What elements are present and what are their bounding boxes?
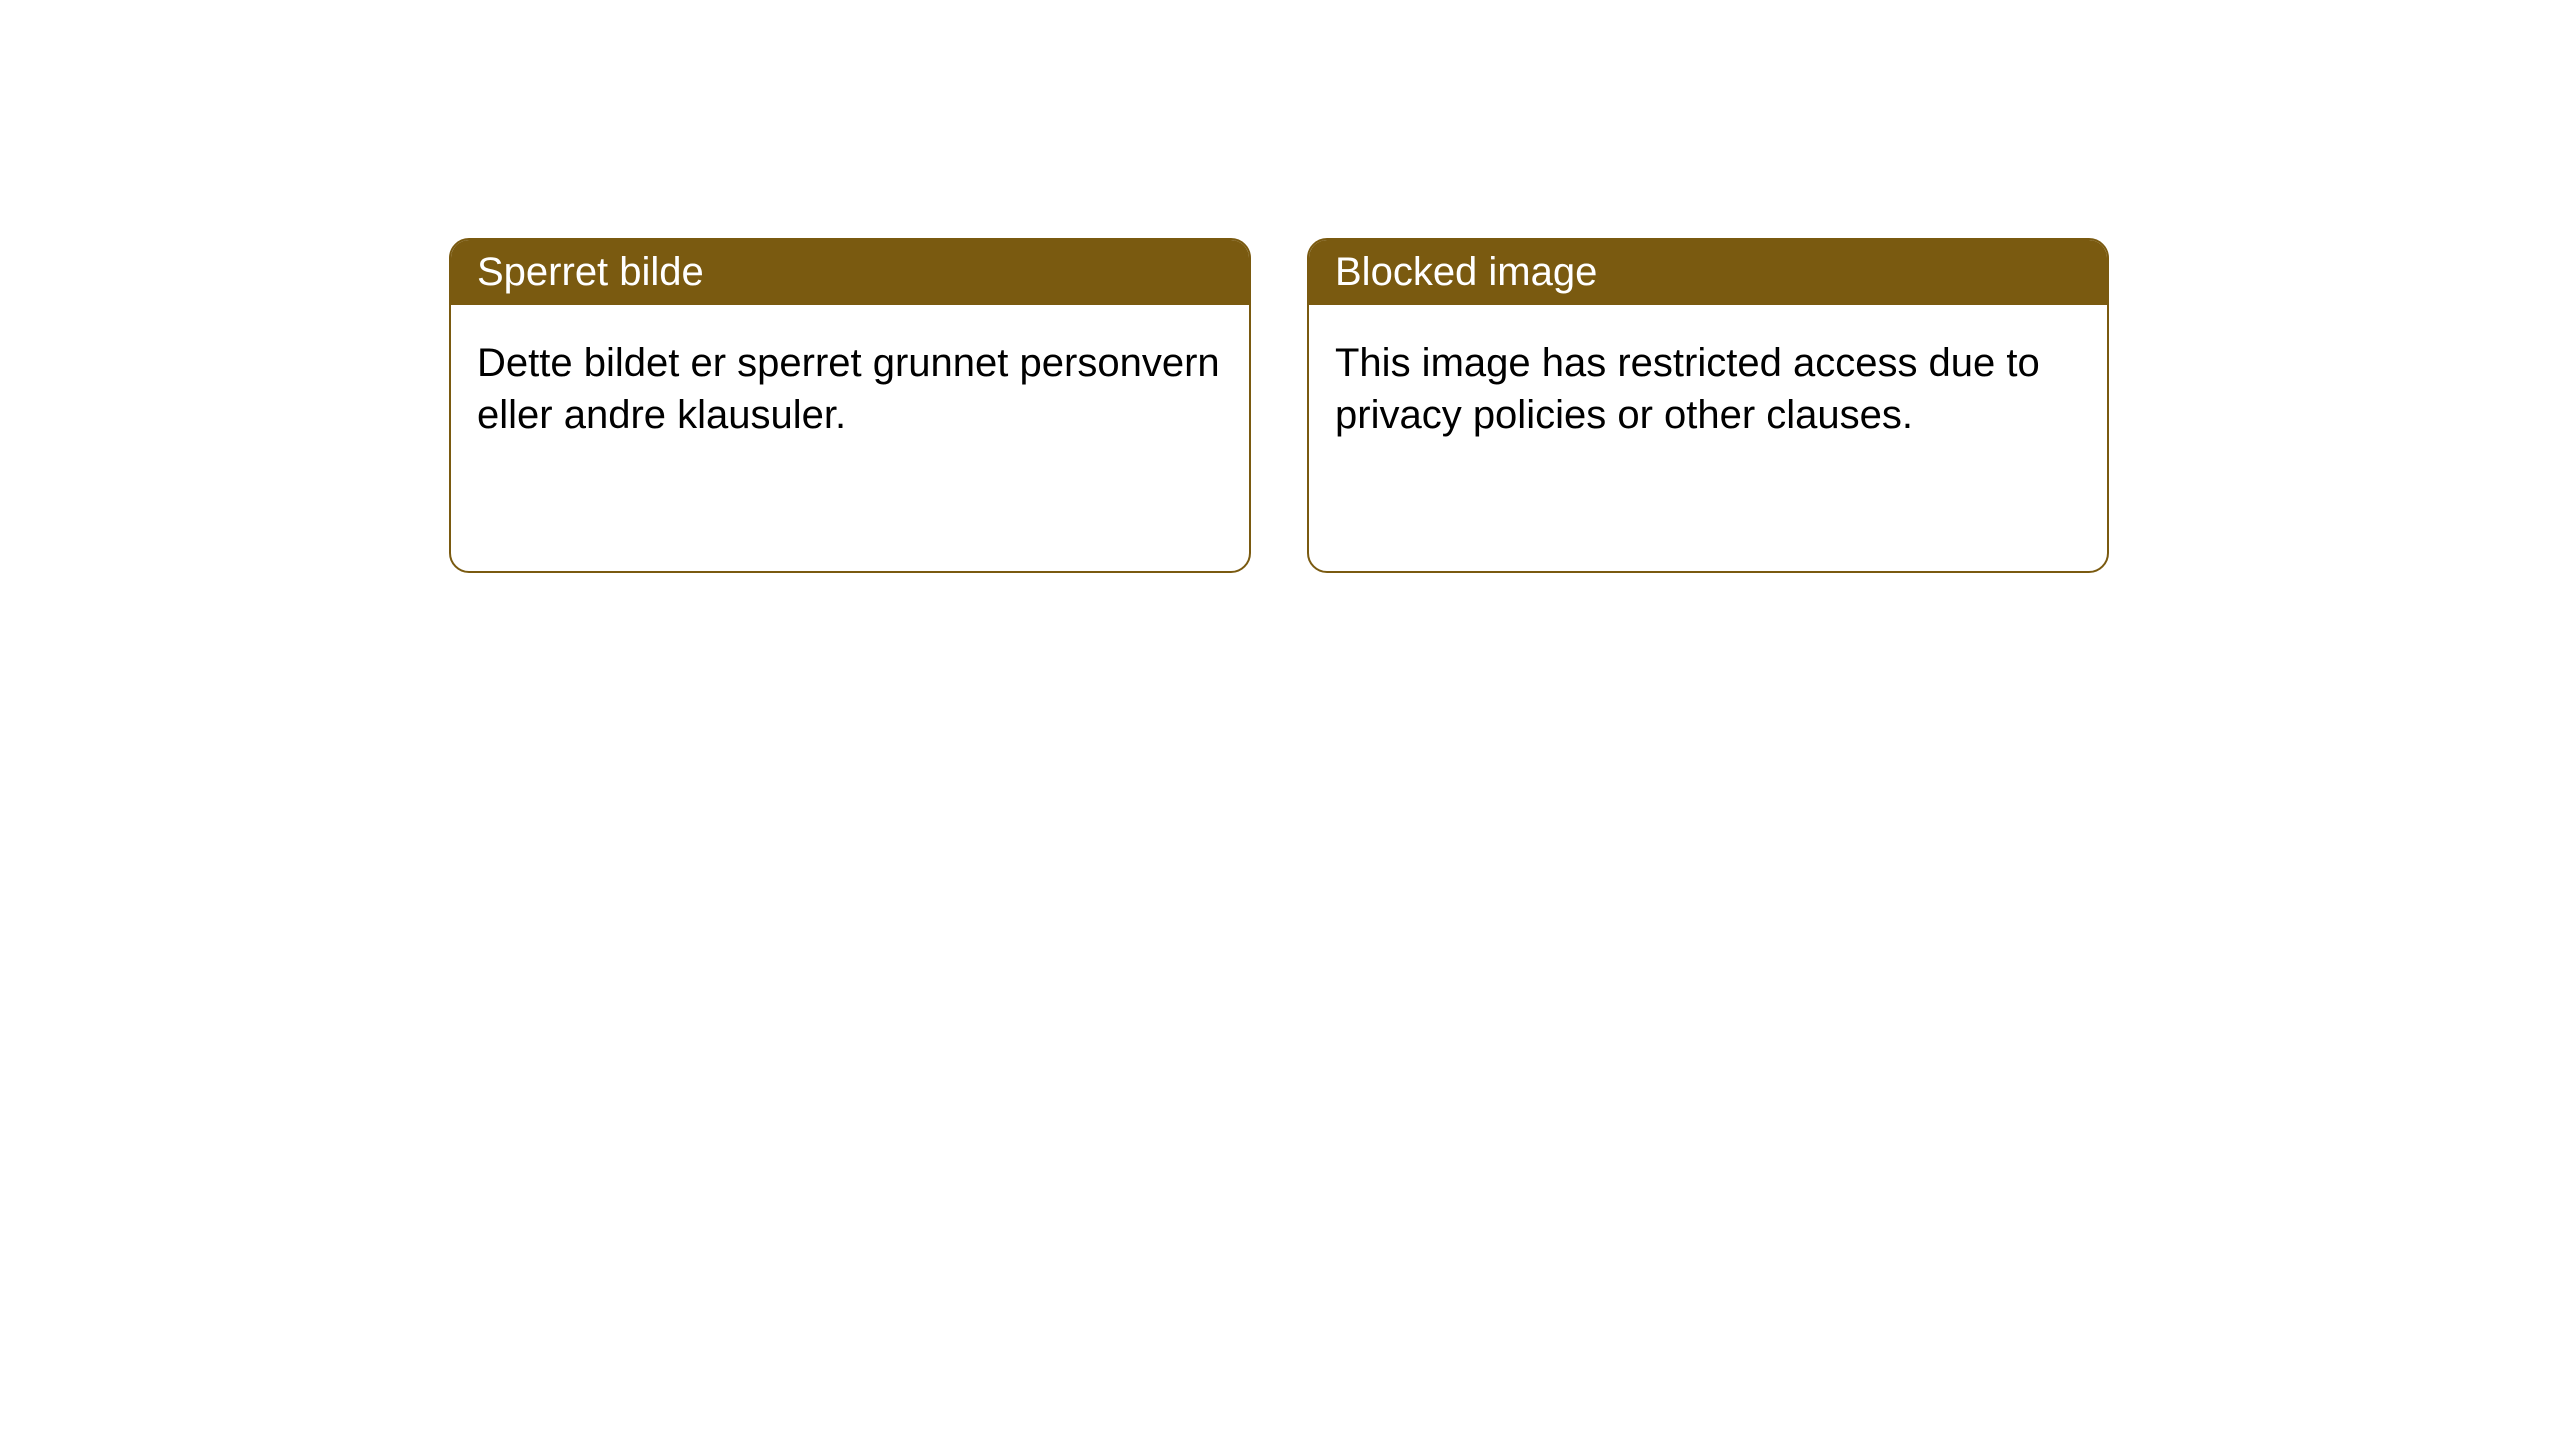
notice-title: Blocked image	[1335, 250, 1597, 294]
notice-card-header: Sperret bilde	[451, 240, 1249, 305]
notice-card-english: Blocked image This image has restricted …	[1307, 238, 2109, 573]
notice-container: Sperret bilde Dette bildet er sperret gr…	[0, 0, 2560, 573]
notice-message: Dette bildet er sperret grunnet personve…	[477, 341, 1220, 437]
notice-card-header: Blocked image	[1309, 240, 2107, 305]
notice-card-body: Dette bildet er sperret grunnet personve…	[451, 305, 1249, 473]
notice-title: Sperret bilde	[477, 250, 704, 294]
notice-card-norwegian: Sperret bilde Dette bildet er sperret gr…	[449, 238, 1251, 573]
notice-card-body: This image has restricted access due to …	[1309, 305, 2107, 473]
notice-message: This image has restricted access due to …	[1335, 341, 2040, 437]
